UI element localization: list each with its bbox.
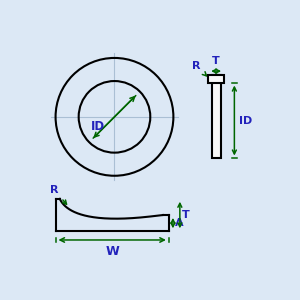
Text: W: W [105, 245, 119, 258]
Text: ID: ID [91, 120, 105, 133]
Bar [208, 75, 224, 83]
Bar [212, 75, 220, 158]
Text: R: R [192, 61, 206, 76]
Text: T: T [182, 210, 190, 220]
Text: ID: ID [238, 116, 252, 125]
Text: R: R [50, 185, 67, 204]
Text: T: T [212, 56, 220, 66]
Text: A: A [175, 218, 184, 228]
